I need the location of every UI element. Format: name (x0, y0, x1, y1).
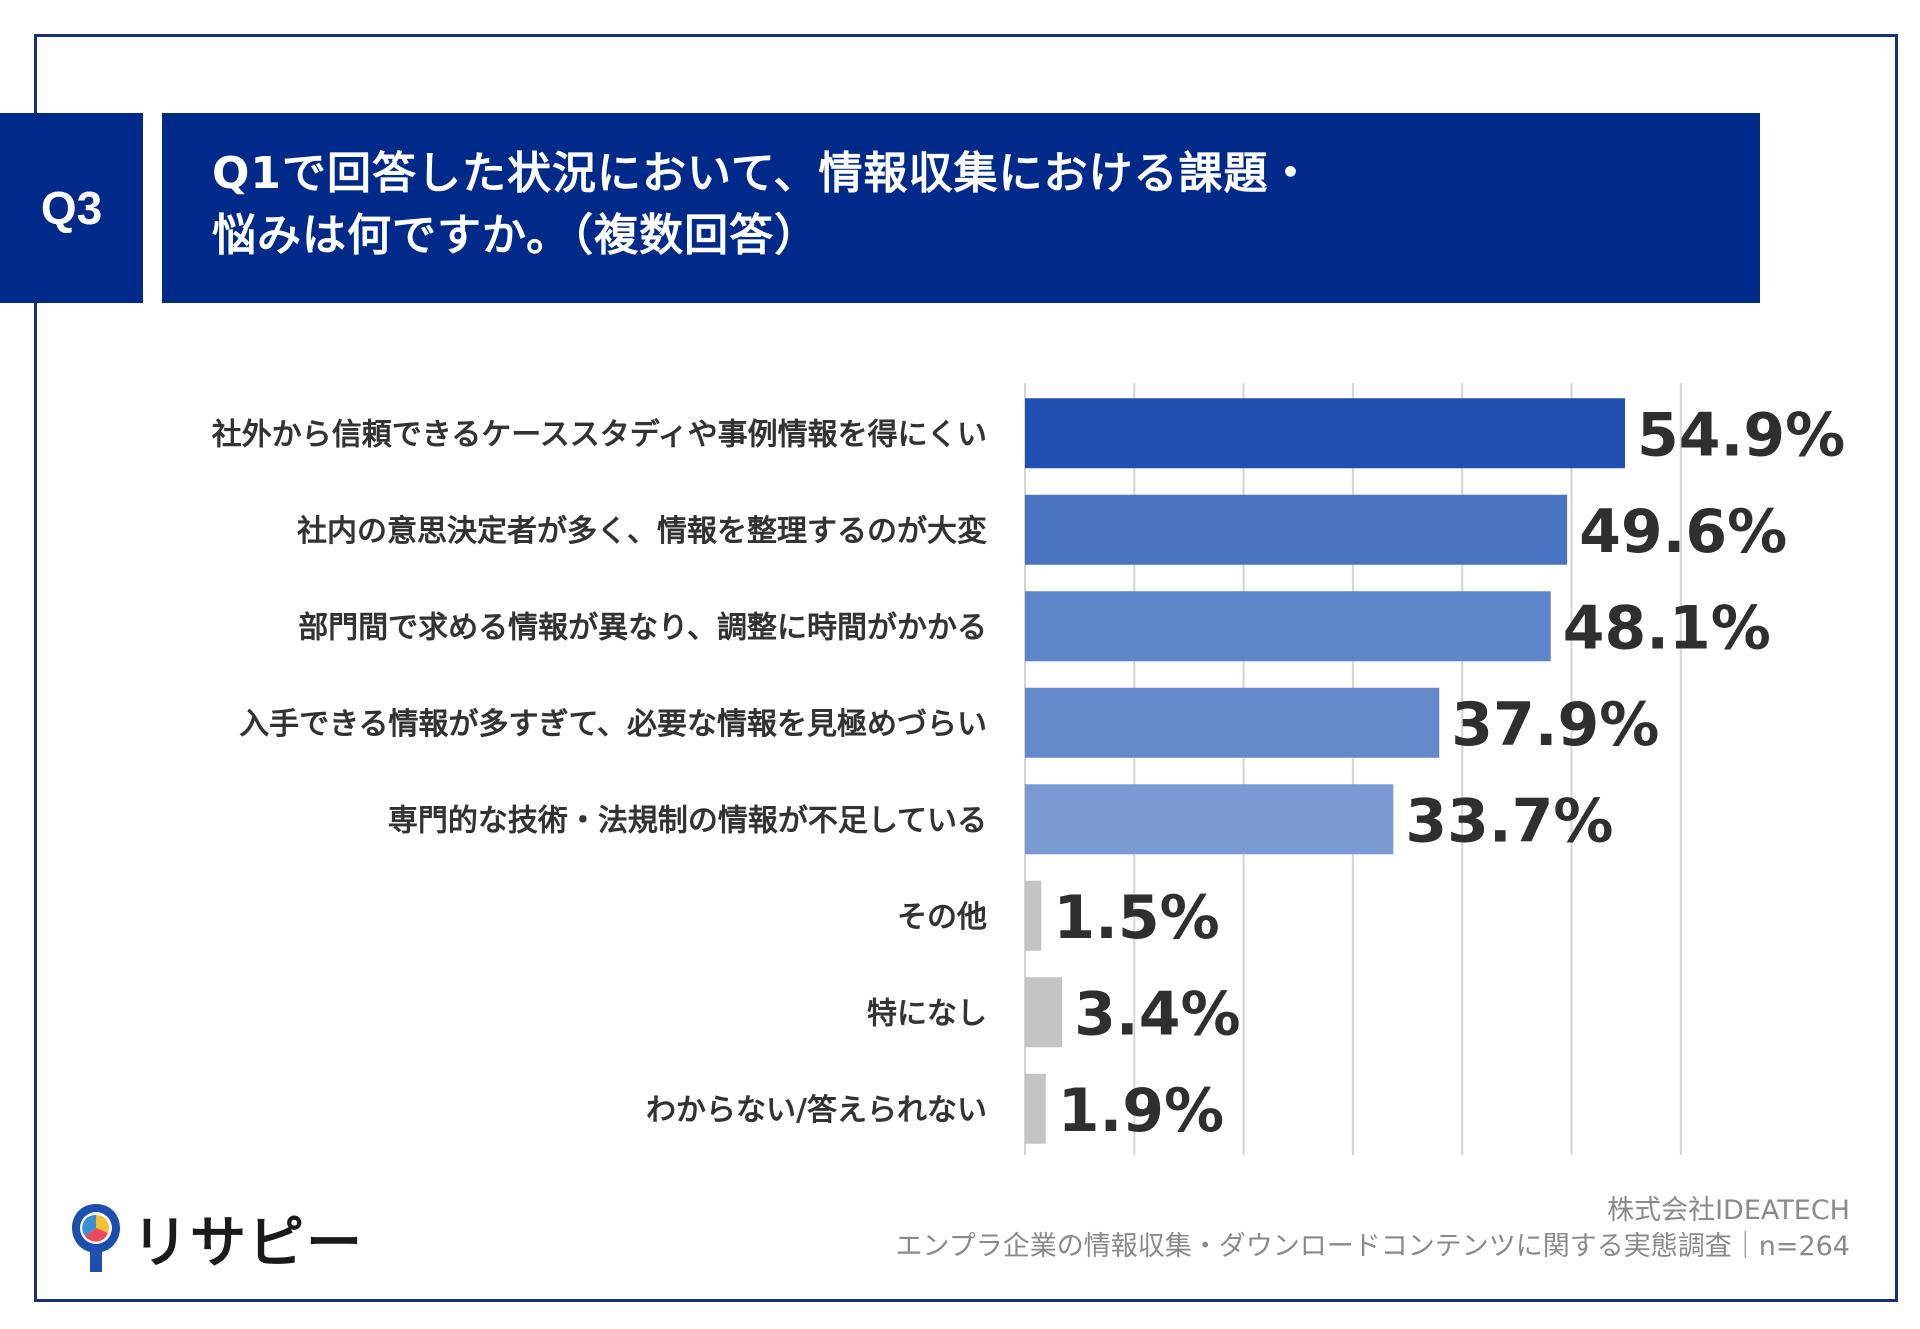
category-label: 部門間で求める情報が異なり、調整に時間がかかる (298, 610, 987, 645)
data-label: 54.9% (1637, 400, 1845, 470)
bar (1025, 398, 1626, 469)
category-label: 専門的な技術・法規制の情報が不足している (388, 803, 987, 838)
logo: リサピー (68, 1198, 364, 1278)
data-label: 1.9% (1058, 1076, 1224, 1146)
data-label: 49.6% (1579, 497, 1787, 567)
category-label: 社外から信頼できるケーススタディや事例情報を得にくい (212, 417, 987, 452)
bar (1025, 494, 1568, 565)
question-header: Q1で回答した状況において、情報収集における課題・ 悩みは何ですか。（複数回答） (162, 113, 1760, 303)
logo-text: リサピー (132, 1210, 364, 1276)
pin-icon (72, 1204, 120, 1272)
bar (1025, 880, 1042, 951)
category-label: 入手できる情報が多すぎて、必要な情報を見極めづらい (239, 707, 987, 742)
data-label: 37.9% (1451, 690, 1659, 760)
bar (1025, 687, 1440, 758)
question-line-2: 悩みは何ですか。（複数回答） (212, 210, 820, 261)
category-label: 特になし (867, 996, 987, 1031)
category-label: その他 (897, 900, 987, 935)
data-label: 48.1% (1563, 593, 1771, 663)
bar (1025, 977, 1063, 1048)
company-name: 株式会社IDEATECH (1607, 1195, 1850, 1226)
source-note: 株式会社IDEATECH エンプラ企業の情報収集・ダウンロードコンテンツに関する… (896, 1193, 1850, 1265)
question-number: Q3 (40, 182, 103, 234)
bar (1025, 1073, 1046, 1144)
question-badge: Q3 (0, 113, 143, 303)
question-line-1: Q1で回答した状況において、情報収集における課題・ (212, 148, 1314, 199)
category-label: 社内の意思決定者が多く、情報を整理するのが大変 (297, 514, 987, 549)
survey-name: エンプラ企業の情報収集・ダウンロードコンテンツに関する実態調査｜n=264 (895, 1231, 1850, 1262)
bar (1025, 784, 1394, 855)
outer-frame (34, 34, 1898, 1302)
category-label: わからない/答えられない (646, 1093, 987, 1128)
data-label: 3.4% (1074, 979, 1240, 1049)
data-label: 33.7% (1405, 786, 1613, 856)
bar (1025, 591, 1551, 662)
data-label: 1.5% (1053, 883, 1219, 953)
